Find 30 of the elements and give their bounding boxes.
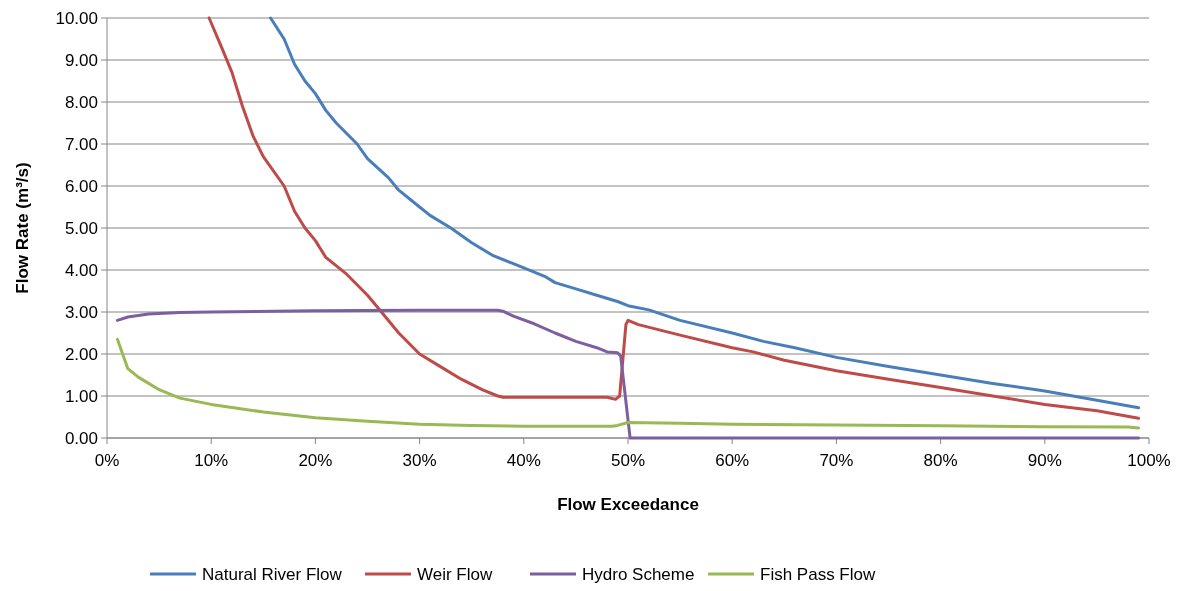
- line-series: [115, 337, 1141, 430]
- x-tick-label: 10%: [194, 451, 229, 470]
- x-tick-label: 20%: [298, 451, 333, 470]
- y-tick-label: 3.00: [64, 302, 98, 322]
- y-tick-label: 8.00: [64, 92, 98, 112]
- x-tick-label: 50%: [610, 451, 646, 470]
- x-tick-label: 90%: [1027, 451, 1062, 470]
- y-axis-title: Flow Rate (m³/s): [13, 162, 32, 294]
- y-tick-label: 10.00: [55, 8, 98, 28]
- line-series: [115, 308, 1141, 440]
- legend-label: Weir Flow: [417, 565, 493, 584]
- y-tick-label: 9.00: [64, 50, 98, 70]
- x-tick-label: 80%: [923, 451, 958, 470]
- x-tick-label: 70%: [819, 451, 854, 470]
- x-tick-label: 100%: [1127, 451, 1171, 470]
- y-tick-label: 1.00: [64, 386, 98, 406]
- x-tick-label: 30%: [402, 451, 437, 470]
- y-tick-label: 0.00: [64, 428, 98, 448]
- x-tick-label: 60%: [715, 451, 750, 470]
- legend-label: Natural River Flow: [202, 565, 343, 584]
- y-tick-label: 2.00: [64, 344, 98, 364]
- y-tick-label: 7.00: [64, 134, 98, 154]
- y-tick-label: 4.00: [64, 260, 98, 280]
- x-tick-label: 40%: [506, 451, 541, 470]
- y-tick-label: 6.00: [64, 176, 98, 196]
- y-tick-label: 5.00: [64, 218, 98, 238]
- x-axis-title: Flow Exceedance: [557, 495, 699, 514]
- legend-label: Hydro Scheme: [582, 565, 695, 584]
- legend-label: Fish Pass Flow: [760, 565, 876, 584]
- x-tick-label: 0%: [94, 451, 120, 470]
